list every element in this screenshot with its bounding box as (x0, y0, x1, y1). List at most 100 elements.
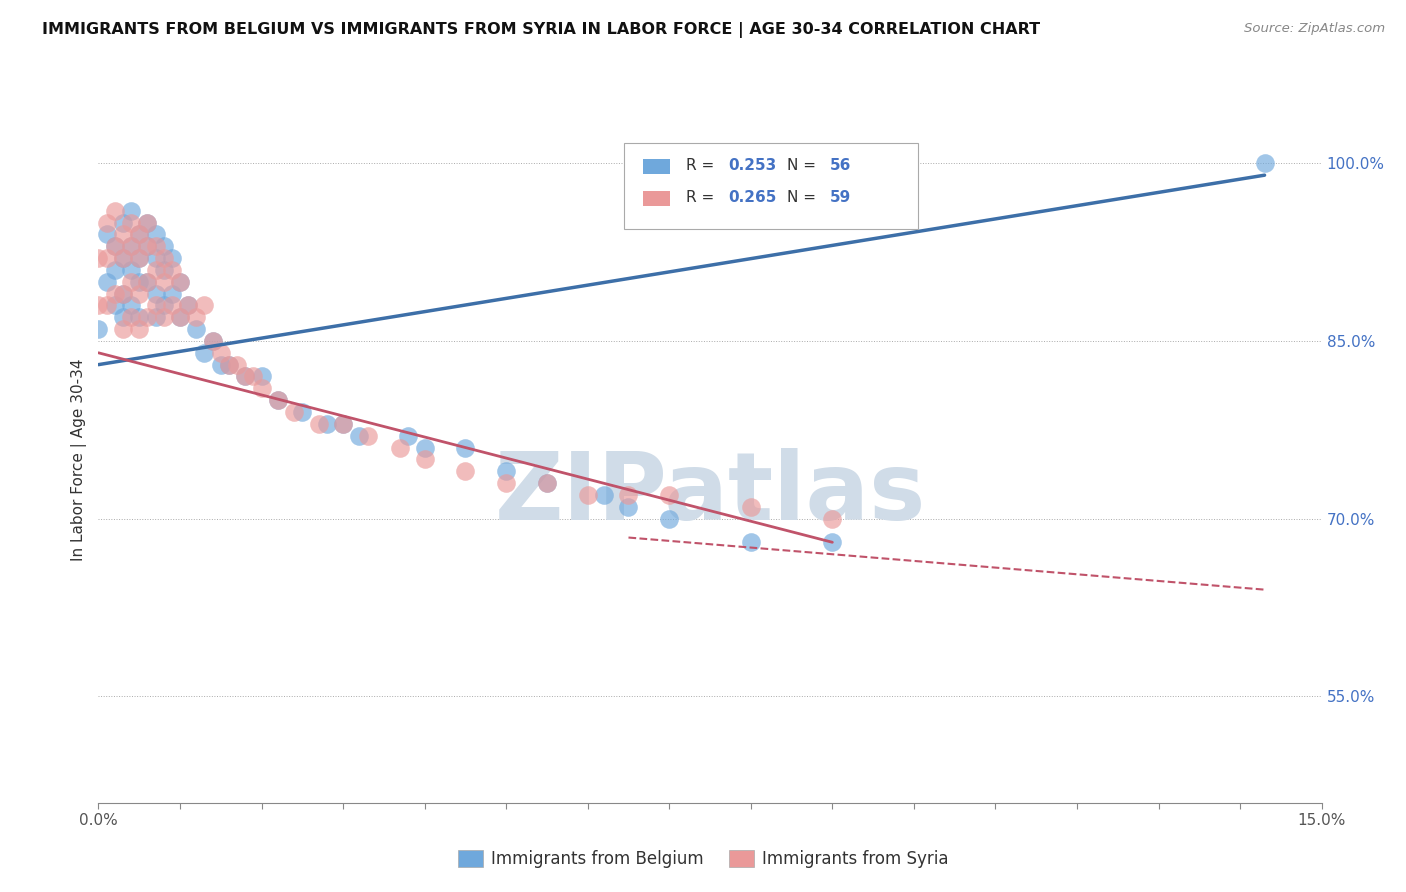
Point (128, 275, 150, 289)
Point (136, 275, 159, 289)
Point (169, 275, 191, 289)
Point (145, 239, 167, 253)
Point (160, 251, 183, 265)
Point (536, 476, 558, 491)
Point (136, 239, 159, 253)
Point (96, 227, 118, 242)
Point (152, 263, 174, 277)
Text: N =: N = (787, 158, 821, 173)
Point (136, 215, 159, 229)
Point (128, 227, 150, 242)
Point (145, 227, 167, 242)
Point (104, 239, 127, 253)
FancyBboxPatch shape (643, 191, 669, 206)
Text: Source: ZipAtlas.com: Source: ZipAtlas.com (1244, 22, 1385, 36)
Point (821, 511, 844, 525)
Point (201, 334, 224, 348)
Point (120, 310, 142, 325)
Point (617, 500, 640, 514)
Point (177, 298, 200, 312)
Point (120, 263, 142, 277)
Point (145, 298, 167, 312)
Point (233, 369, 256, 384)
Point (120, 298, 142, 312)
Point (169, 310, 191, 325)
Point (209, 346, 232, 360)
Point (218, 358, 240, 372)
Point (128, 322, 150, 336)
Point (177, 298, 200, 312)
Point (136, 310, 159, 325)
Point (308, 417, 330, 431)
Point (136, 275, 159, 289)
Point (104, 286, 127, 301)
Point (186, 322, 208, 336)
Point (120, 203, 142, 218)
Point (389, 441, 412, 455)
Point (160, 298, 183, 312)
Point (186, 310, 208, 325)
Point (128, 251, 150, 265)
Point (576, 488, 599, 502)
Point (593, 488, 616, 502)
Point (145, 310, 167, 325)
Point (226, 358, 249, 372)
Point (152, 251, 174, 265)
Point (250, 369, 273, 384)
Point (152, 310, 174, 325)
Point (617, 488, 640, 502)
Point (740, 535, 762, 549)
Point (396, 428, 419, 442)
Point (111, 286, 134, 301)
Point (96, 251, 118, 265)
Point (111, 251, 134, 265)
Point (152, 298, 174, 312)
Point (111, 286, 134, 301)
Point (658, 488, 681, 502)
Point (233, 369, 256, 384)
Point (250, 381, 273, 395)
Point (332, 417, 354, 431)
Point (136, 239, 159, 253)
Point (169, 275, 191, 289)
Point (315, 417, 337, 431)
Point (349, 428, 371, 442)
Text: 0.265: 0.265 (728, 190, 776, 205)
Point (209, 358, 232, 372)
Point (740, 500, 762, 514)
Point (658, 511, 681, 525)
Text: ZIPatlas: ZIPatlas (495, 448, 925, 540)
Point (821, 535, 844, 549)
Point (160, 263, 183, 277)
Point (120, 215, 142, 229)
Point (87, 322, 110, 336)
Text: R =: R = (686, 190, 718, 205)
Point (413, 452, 436, 467)
Point (87, 251, 110, 265)
Point (413, 441, 436, 455)
Point (87, 298, 110, 312)
FancyBboxPatch shape (643, 159, 669, 174)
Point (495, 464, 517, 478)
Point (160, 286, 183, 301)
Point (495, 476, 517, 491)
Text: N =: N = (787, 190, 821, 205)
Point (145, 286, 167, 301)
Point (193, 346, 215, 360)
Point (104, 203, 127, 218)
Point (128, 251, 150, 265)
Point (242, 369, 264, 384)
Point (201, 334, 224, 348)
Point (145, 251, 167, 265)
Point (291, 405, 314, 419)
Point (111, 251, 134, 265)
FancyBboxPatch shape (624, 144, 918, 229)
Text: 56: 56 (830, 158, 851, 173)
Text: R =: R = (686, 158, 718, 173)
Text: 59: 59 (830, 190, 851, 205)
Point (111, 310, 134, 325)
Legend: Immigrants from Belgium, Immigrants from Syria: Immigrants from Belgium, Immigrants from… (451, 843, 955, 875)
Text: IMMIGRANTS FROM BELGIUM VS IMMIGRANTS FROM SYRIA IN LABOR FORCE | AGE 30-34 CORR: IMMIGRANTS FROM BELGIUM VS IMMIGRANTS FR… (42, 22, 1040, 38)
Point (152, 239, 174, 253)
Point (111, 322, 134, 336)
